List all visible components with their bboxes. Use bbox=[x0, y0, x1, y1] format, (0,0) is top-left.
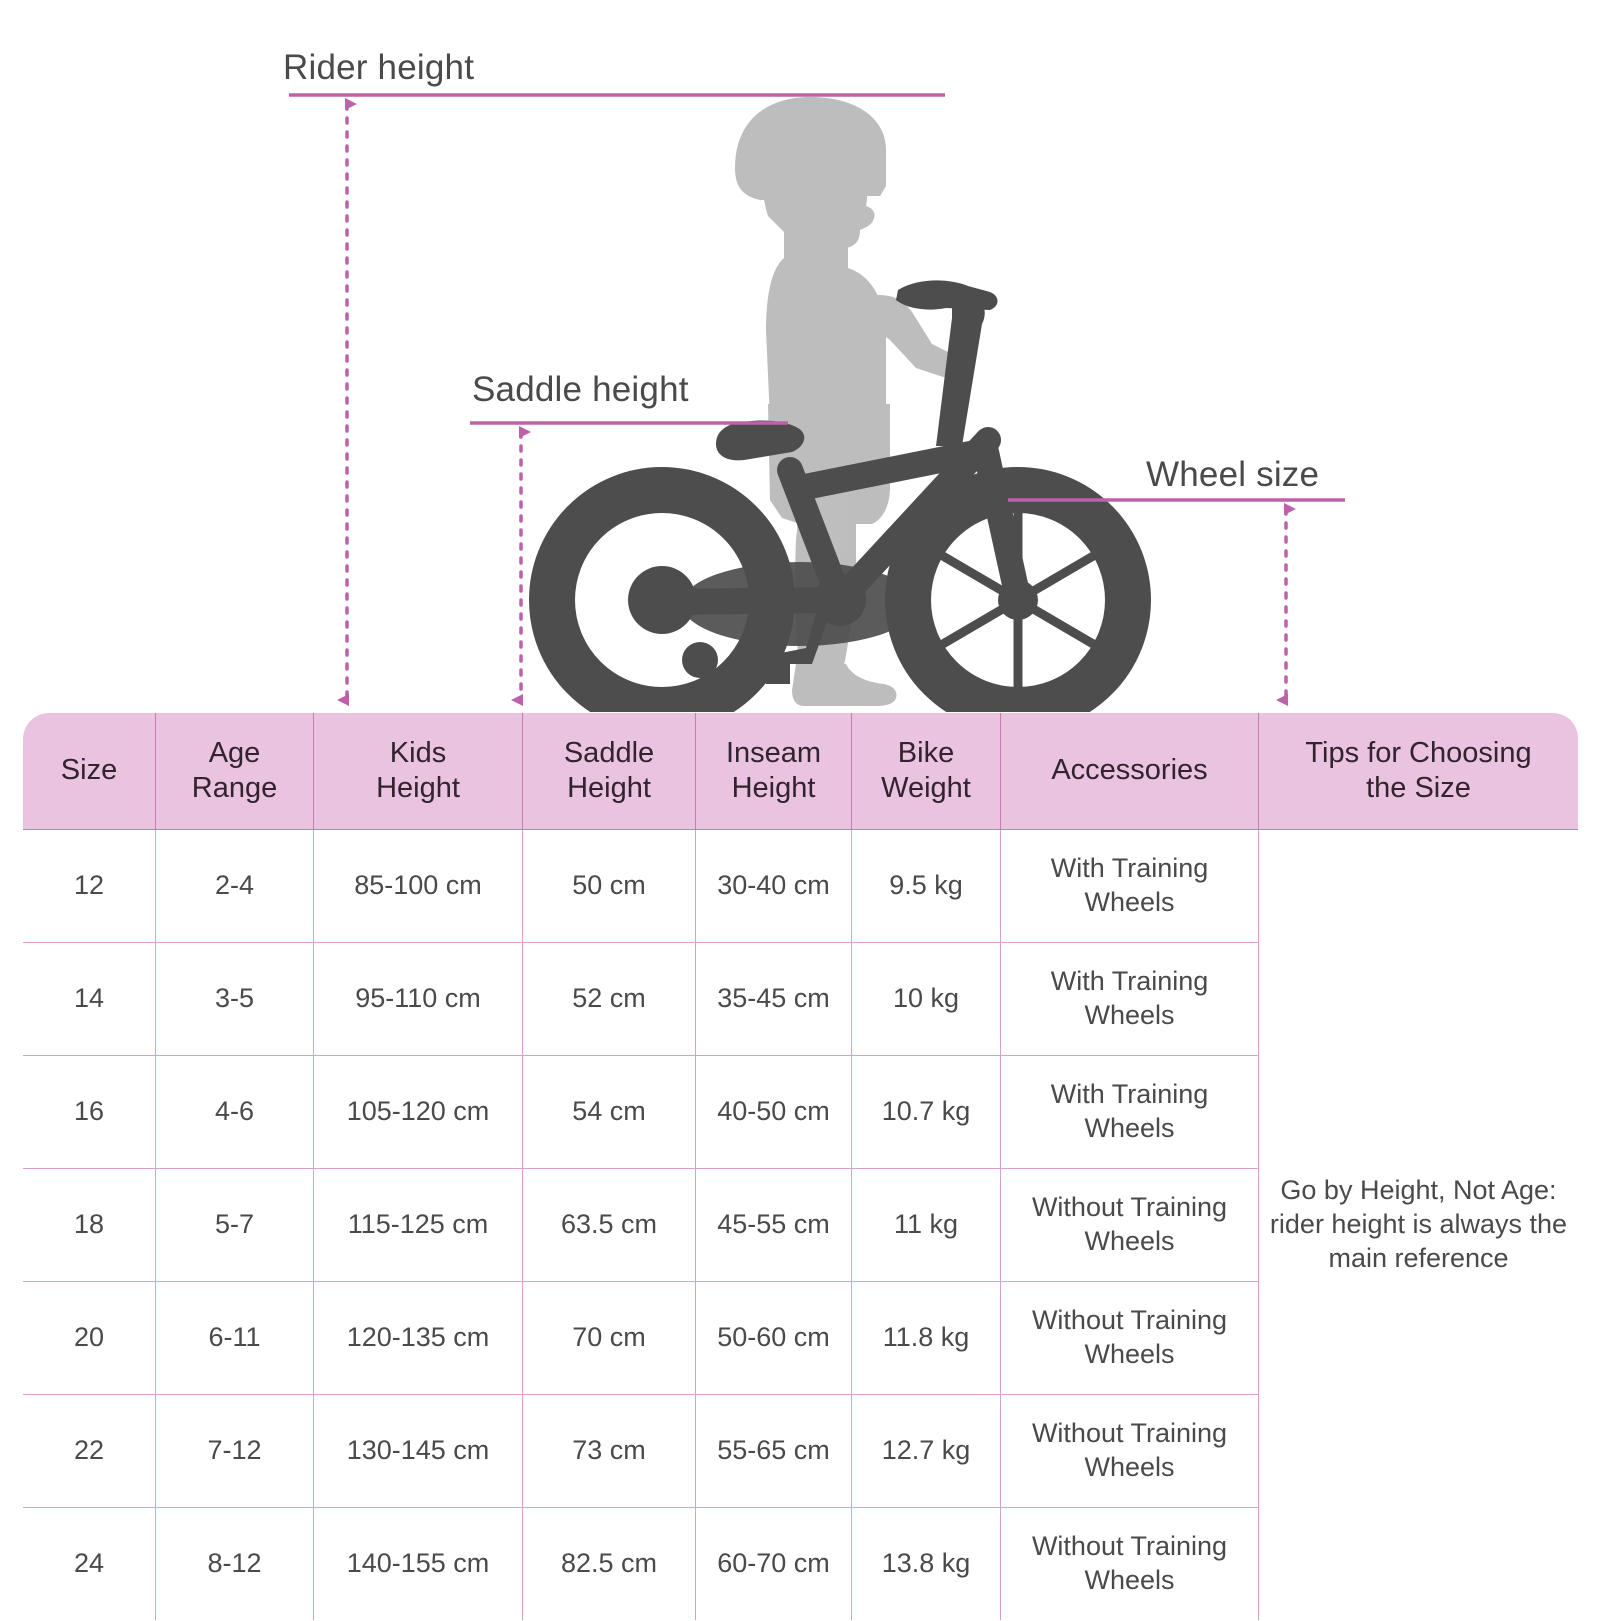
cell-bike-weight: 9.5 kg bbox=[851, 829, 1001, 943]
column-header-saddle-height: Saddle Height bbox=[522, 713, 696, 830]
cell-saddle-height: 82.5 cm bbox=[522, 1507, 696, 1620]
cell-saddle-height: 70 cm bbox=[522, 1281, 696, 1395]
header-text-line1: Bike bbox=[897, 736, 955, 769]
header-text: Size bbox=[60, 754, 118, 787]
cell-inseam-height: 55-65 cm bbox=[695, 1394, 852, 1508]
table-header: Size Age Range Kids Height Saddle Height… bbox=[23, 713, 1578, 830]
cell-age-range: 8-12 bbox=[155, 1507, 314, 1620]
rider-height-label: Rider height bbox=[283, 48, 475, 87]
table-row: 14 3-5 95-110 cm 52 cm 35-45 cm 10 kg With Tra… bbox=[23, 942, 1578, 1056]
cell-kids-height: 95-110 cm bbox=[313, 942, 523, 1056]
cell-inseam-height: 45-55 cm bbox=[695, 1168, 852, 1282]
bicycle-graphic bbox=[529, 280, 1151, 712]
cell-inseam-height: 40-50 cm bbox=[695, 1055, 852, 1169]
cell-kids-height: 130-145 cm bbox=[313, 1394, 523, 1508]
header-text-line2: Weight bbox=[881, 772, 971, 804]
cell-age-range: 7-12 bbox=[155, 1394, 314, 1508]
header-text-line2: Range bbox=[191, 772, 278, 804]
table-body: 12 2-4 85-100 cm 50 cm 30-40 cm 9.5 kg With Tr… bbox=[23, 829, 1578, 1620]
header-text-line1: Tips for Choosing bbox=[1305, 736, 1532, 769]
column-header-bike-weight: Bike Weight bbox=[851, 713, 1001, 830]
cell-kids-height: 115-125 cm bbox=[313, 1168, 523, 1282]
cell-bike-weight: 10.7 kg bbox=[851, 1055, 1001, 1169]
header-text-line2: Height bbox=[567, 772, 651, 804]
cell-age-range: 5-7 bbox=[155, 1168, 314, 1282]
cell-inseam-height: 60-70 cm bbox=[695, 1507, 852, 1620]
header-text-line1: Saddle bbox=[563, 736, 655, 769]
cell-kids-height: 120-135 cm bbox=[313, 1281, 523, 1395]
cell-size: 24 bbox=[23, 1507, 156, 1620]
wheel-size-dimension bbox=[1008, 498, 1345, 706]
header-text-line1: Age bbox=[208, 736, 261, 769]
wheel-size-label: Wheel size bbox=[1146, 455, 1320, 494]
cell-bike-weight: 13.8 kg bbox=[851, 1507, 1001, 1620]
column-header-accessories: Accessories bbox=[1000, 713, 1259, 830]
cell-accessories: With Training Wheels bbox=[1000, 829, 1259, 943]
header-text-line1: Kids bbox=[389, 736, 447, 769]
cell-inseam-height: 35-45 cm bbox=[695, 942, 852, 1056]
cell-age-range: 4-6 bbox=[155, 1055, 314, 1169]
cell-accessories: With Training Wheels bbox=[1000, 942, 1259, 1056]
cell-saddle-height: 50 cm bbox=[522, 829, 696, 943]
cell-accessories: With Training Wheels bbox=[1000, 1055, 1259, 1169]
cell-bike-weight: 11 kg bbox=[851, 1168, 1001, 1282]
cell-kids-height: 85-100 cm bbox=[313, 829, 523, 943]
column-header-age-range: Age Range bbox=[155, 713, 314, 830]
table-row: 18 5-7 115-125 cm 63.5 cm 45-55 cm 11 kg Witho… bbox=[23, 1168, 1578, 1282]
table-row: 20 6-11 120-135 cm 70 cm 50-60 cm 11.8 kg With… bbox=[23, 1281, 1578, 1395]
column-header-tips: Tips for Choosing the Size bbox=[1258, 713, 1578, 830]
bike-and-rider-graphic bbox=[289, 93, 1345, 712]
cell-saddle-height: 54 cm bbox=[522, 1055, 696, 1169]
cell-kids-height: 105-120 cm bbox=[313, 1055, 523, 1169]
saddle-height-label: Saddle height bbox=[472, 370, 689, 409]
cell-saddle-height: 73 cm bbox=[522, 1394, 696, 1508]
header-text-line2: Height bbox=[731, 772, 816, 804]
cell-bike-weight: 12.7 kg bbox=[851, 1394, 1001, 1508]
header-text-line2: the Size bbox=[1366, 772, 1471, 804]
cell-accessories: Without Training Wheels bbox=[1000, 1168, 1259, 1282]
cell-inseam-height: 50-60 cm bbox=[695, 1281, 852, 1395]
table-row: 16 4-6 105-120 cm 54 cm 40-50 cm 10.7 kg With … bbox=[23, 1055, 1578, 1169]
cell-inseam-height: 30-40 cm bbox=[695, 829, 852, 943]
cell-accessories: Without Training Wheels bbox=[1000, 1281, 1259, 1395]
cell-bike-weight: 11.8 kg bbox=[851, 1281, 1001, 1395]
cell-bike-weight: 10 kg bbox=[851, 942, 1001, 1056]
table-row: 12 2-4 85-100 cm 50 cm 30-40 cm 9.5 kg With Tr… bbox=[23, 829, 1578, 1620]
bike-sizing-illustration: Rider height Saddle height Wheel size bbox=[0, 0, 1600, 712]
column-header-kids-height: Kids Height bbox=[313, 713, 523, 830]
table-header-row: Size Age Range Kids Height Saddle Height… bbox=[23, 713, 1578, 830]
header-text: Accessories bbox=[1051, 754, 1208, 787]
rider-height-dimension bbox=[289, 93, 945, 706]
cell-saddle-height: 52 cm bbox=[522, 942, 696, 1056]
cell-accessories: Without Training Wheels bbox=[1000, 1507, 1259, 1620]
cell-size: 18 bbox=[23, 1168, 156, 1282]
cell-size: 14 bbox=[23, 942, 156, 1056]
cell-age-range: 2-4 bbox=[155, 829, 314, 943]
column-header-inseam-height: Inseam Height bbox=[695, 713, 852, 830]
saddle-height-dimension bbox=[470, 421, 788, 706]
cell-size: 20 bbox=[23, 1281, 156, 1395]
size-chart-container: Size Age Range Kids Height Saddle Height… bbox=[22, 712, 1579, 1621]
cell-saddle-height: 63.5 cm bbox=[522, 1168, 696, 1282]
cell-kids-height: 140-155 cm bbox=[313, 1507, 523, 1620]
column-header-size: Size bbox=[23, 713, 156, 830]
cell-size: 16 bbox=[23, 1055, 156, 1169]
cell-age-range: 3-5 bbox=[155, 942, 314, 1056]
table-row: 22 7-12 130-145 cm 73 cm 55-65 cm 12.7 kg With… bbox=[23, 1394, 1578, 1508]
bike-size-table: Size Age Range Kids Height Saddle Height… bbox=[22, 712, 1579, 1621]
cell-size: 12 bbox=[23, 829, 156, 943]
cell-age-range: 6-11 bbox=[155, 1281, 314, 1395]
cell-size: 22 bbox=[23, 1394, 156, 1508]
cell-tips: Go by Height, Not Age: rider height is a… bbox=[1258, 829, 1578, 1620]
header-text-line2: Height bbox=[376, 772, 460, 804]
header-text-line1: Inseam bbox=[725, 736, 822, 769]
cell-accessories: Without Training Wheels bbox=[1000, 1394, 1259, 1508]
